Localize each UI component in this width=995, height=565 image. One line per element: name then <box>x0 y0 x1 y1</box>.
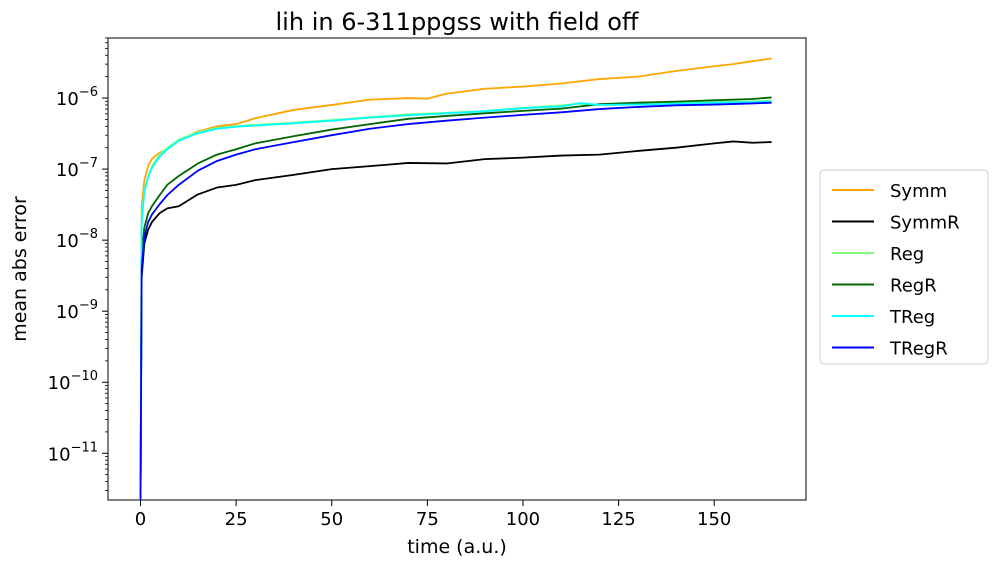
legend-label: TReg <box>889 307 935 328</box>
legend-label: RegR <box>890 276 937 297</box>
legend-label: SymmR <box>890 213 960 234</box>
x-tick-label: 75 <box>416 509 439 530</box>
legend-label: TRegR <box>889 339 948 360</box>
y-tick-label: 10−6 <box>56 85 98 110</box>
y-tick-label: 10−10 <box>48 369 98 394</box>
series-line-treg <box>139 100 772 500</box>
y-tick-label: 10−8 <box>56 227 98 252</box>
legend-label: Symm <box>890 181 947 202</box>
x-tick-label: 125 <box>601 509 635 530</box>
chart-title: lih in 6-311ppgss with field off <box>276 8 639 36</box>
x-tick-label: 0 <box>135 509 146 530</box>
series-line-tregr <box>139 101 772 500</box>
plot-frame <box>107 37 807 501</box>
series-line-symmr <box>139 140 772 500</box>
series-layer <box>139 57 772 500</box>
y-axis: 10−11 10−10 10−9 10−8 10−7 10−6 <box>48 37 108 491</box>
series-line-symm <box>139 57 772 500</box>
legend-label: Reg <box>890 244 924 265</box>
x-tick-label: 25 <box>225 509 248 530</box>
x-tick-label: 100 <box>506 509 540 530</box>
y-tick-label: 10−9 <box>56 298 98 323</box>
x-tick-label: 50 <box>320 509 343 530</box>
x-axis: 0 25 50 75 100 125 150 <box>135 500 731 530</box>
series-line-regr <box>139 96 772 500</box>
legend: Symm SymmR Reg RegR TReg TRegR <box>819 169 989 365</box>
y-axis-title: mean abs error <box>9 196 31 342</box>
series-line-reg <box>139 99 772 500</box>
x-tick-label: 150 <box>697 509 731 530</box>
x-axis-title: time (a.u.) <box>407 536 507 558</box>
y-tick-label: 10−7 <box>56 156 98 181</box>
y-tick-label: 10−11 <box>48 440 98 465</box>
